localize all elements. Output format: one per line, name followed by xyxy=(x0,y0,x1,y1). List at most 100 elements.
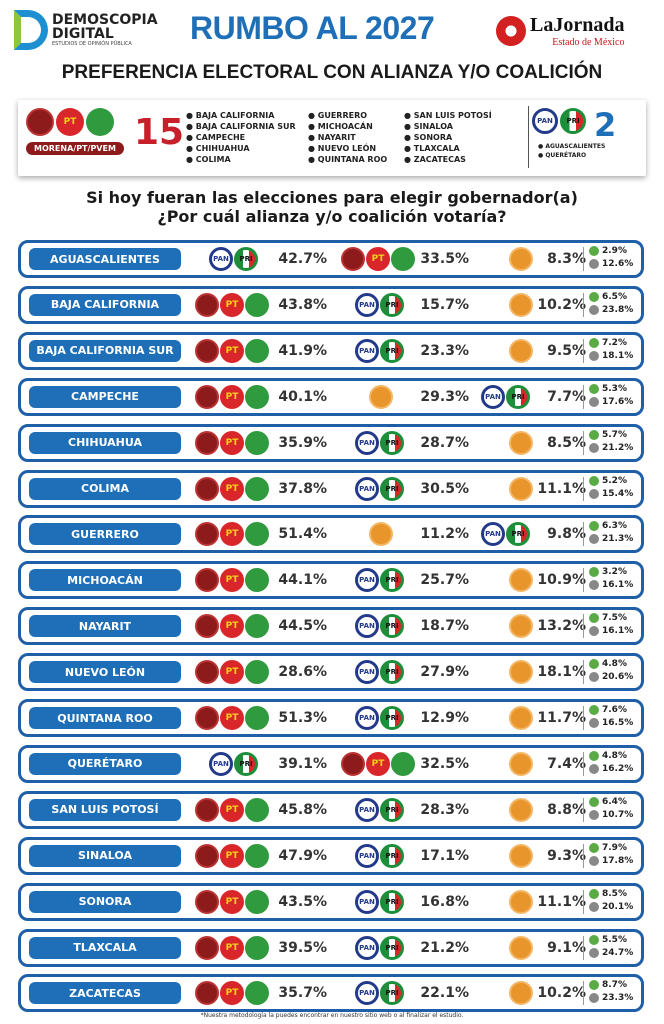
pvem-logo-icon xyxy=(245,292,269,317)
vote-percentage: 10.9% xyxy=(537,572,586,589)
vote-percentage: 9.3% xyxy=(547,847,586,864)
pri-logo-icon: PRI xyxy=(380,889,404,914)
mc-logos xyxy=(509,338,533,363)
other-percentage: 7.5% xyxy=(589,613,627,624)
gray-question-icon xyxy=(589,763,599,774)
pt-logo-icon: PT xyxy=(366,247,390,271)
pan-logo-icon: PAN xyxy=(481,522,505,547)
green-bell-icon xyxy=(589,705,599,715)
state-label: AGUASCALIENTES xyxy=(29,248,181,270)
state-list-item: ● TLAXCALA xyxy=(404,144,460,153)
pan-logo-icon: PAN xyxy=(532,108,558,134)
state-list-item: ● AGUASCALIENTES xyxy=(538,143,606,150)
vote-percentage: 11.2% xyxy=(420,526,469,543)
gray-question-icon xyxy=(589,901,599,912)
pan-logo-icon: PAN xyxy=(355,614,379,639)
state-list-item: ● CAMPECHE xyxy=(186,133,246,142)
divider xyxy=(583,476,584,501)
divider xyxy=(583,247,584,271)
green-bell-icon xyxy=(589,613,599,624)
pvem-logo-icon xyxy=(245,614,269,639)
green-bell-icon xyxy=(589,291,599,302)
unknown-percentage: 18.1% xyxy=(589,350,633,361)
vote-percentage: 15.7% xyxy=(420,296,469,313)
pvem-logo-icon xyxy=(245,522,269,547)
state-list-item: ● CHIHUAHUA xyxy=(186,144,250,153)
vote-percentage: 10.2% xyxy=(537,296,586,313)
pri-logo-icon: PRI xyxy=(380,476,404,501)
subtitle: PREFERENCIA ELECTORAL CON ALIANZA Y/O CO… xyxy=(61,62,603,83)
vote-percentage: 8.8% xyxy=(547,801,586,818)
la-jornada-logo: LaJornada Estado de México xyxy=(496,14,624,48)
pvem-logo-icon xyxy=(245,476,269,501)
vote-percentage: 35.7% xyxy=(278,985,327,1002)
partner-region: Estado de México xyxy=(552,37,625,48)
unknown-percentage: 16.1% xyxy=(589,626,633,637)
unknown-percentage: 15.4% xyxy=(589,488,633,499)
vote-percentage: 39.1% xyxy=(278,755,327,772)
state-list-item: ● GUERRERO xyxy=(308,111,368,120)
pan-logo-icon: PAN xyxy=(355,292,379,317)
green-bell-icon xyxy=(589,750,599,761)
pan-pri-logos: PAN PRI xyxy=(355,430,404,455)
green-bell-icon xyxy=(589,980,599,991)
pt-logo-icon: PT xyxy=(220,614,244,639)
morena-logo-icon xyxy=(195,797,219,822)
vote-percentage: 45.8% xyxy=(278,801,327,818)
state-list-item: ● QUERÉTARO xyxy=(538,152,587,159)
coalition-a-count: 15 xyxy=(134,112,185,153)
unknown-percentage: 21.2% xyxy=(589,442,633,453)
pri-logo-icon: PRI xyxy=(380,935,404,960)
coalition-summary: PT MORENA/PT/PVEM 15 ● BAJA CALIFORNIA ● … xyxy=(18,100,646,176)
divider xyxy=(583,981,584,1006)
state-label: TLAXCALA xyxy=(29,936,181,959)
pt-logo-icon: PT xyxy=(366,751,390,776)
partner-name: LaJornada xyxy=(530,14,625,36)
other-percentage: 4.8% xyxy=(589,659,627,670)
morena-logo-icon xyxy=(195,981,219,1006)
other-value: 7.5% xyxy=(602,613,627,624)
divider xyxy=(583,522,584,547)
vote-percentage: 37.8% xyxy=(278,480,327,497)
morena-pt-pvem-logos: PT xyxy=(195,614,269,639)
state-list-item: ● SAN LUIS POTOSÍ xyxy=(404,111,492,120)
other-value: 6.5% xyxy=(602,291,627,302)
unknown-percentage: 12.6% xyxy=(589,259,633,269)
other-percentage: 5.7% xyxy=(589,429,627,440)
state-row: SAN LUIS POTOSÍ PT 45.8% PAN PRI 28.3% 8.8% 6.4… xyxy=(18,790,644,829)
morena-logo-icon xyxy=(341,247,365,271)
morena-pt-pvem-logos: PT xyxy=(26,108,114,136)
vote-percentage: 9.8% xyxy=(547,526,586,543)
mc-logo-icon xyxy=(509,843,533,868)
mc-logo-icon xyxy=(509,476,533,501)
pt-logo-icon: PT xyxy=(220,889,244,914)
pt-logo-icon: PT xyxy=(220,706,244,730)
other-percentage: 5.5% xyxy=(589,934,627,945)
vote-percentage: 47.9% xyxy=(278,847,327,864)
state-row: NAYARIT PT 44.5% PAN PRI 18.7% 13.2% 7.5% 16.1% xyxy=(18,607,644,646)
pan-pri-logos: PAN PRI xyxy=(355,889,404,914)
question-line2: ¿Por cuál alianza y/o coalición votaría? xyxy=(157,207,507,226)
unknown-value: 17.8% xyxy=(602,855,634,866)
other-value: 5.2% xyxy=(602,475,627,486)
morena-logo-icon xyxy=(195,660,219,685)
state-list-item: ● NAYARIT xyxy=(308,133,356,142)
vote-percentage: 11.1% xyxy=(537,893,586,910)
divider xyxy=(583,430,584,455)
morena-pt-pvem-logos: PT xyxy=(195,797,269,822)
unknown-percentage: 10.7% xyxy=(589,809,633,820)
pt-logo-icon: PT xyxy=(220,338,244,363)
vote-percentage: 22.1% xyxy=(420,985,469,1002)
gray-question-icon xyxy=(589,304,599,315)
pan-pri-logos: PAN PRI xyxy=(355,843,404,868)
gray-question-icon xyxy=(589,947,599,958)
pan-pri-logos: PAN PRI xyxy=(209,247,258,271)
gray-question-icon xyxy=(589,259,599,269)
pri-logo-icon: PRI xyxy=(380,706,404,730)
pan-logo-icon: PAN xyxy=(355,843,379,868)
state-label: QUINTANA ROO xyxy=(29,707,181,729)
green-bell-icon xyxy=(589,934,599,945)
other-percentage: 6.4% xyxy=(589,796,627,807)
unknown-percentage: 21.3% xyxy=(589,534,633,545)
morena-pt-pvem-logos: PT xyxy=(195,935,269,960)
